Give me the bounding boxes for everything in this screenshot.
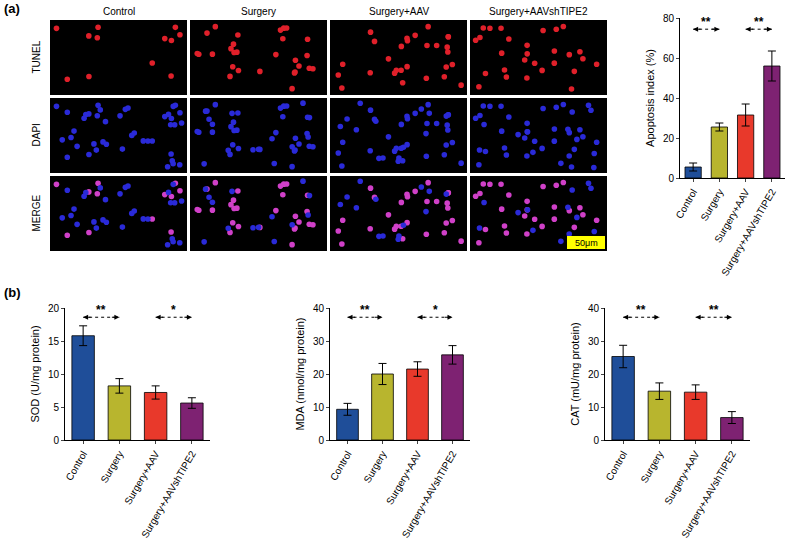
svg-text:Surgery+AAVshTIPE2: Surgery+AAVshTIPE2	[719, 187, 778, 278]
svg-text:20: 20	[588, 369, 600, 380]
svg-text:CAT (mU/mg protein): CAT (mU/mg protein)	[569, 322, 581, 426]
svg-text:0: 0	[318, 435, 324, 446]
svg-text:Surgery: Surgery	[98, 449, 125, 485]
svg-text:5: 5	[53, 402, 59, 413]
svg-text:**: **	[754, 15, 764, 29]
svg-text:*: *	[171, 303, 176, 317]
svg-text:20: 20	[313, 369, 325, 380]
svg-text:**: **	[701, 15, 711, 29]
svg-text:Surgery: Surgery	[638, 449, 665, 485]
svg-text:Surgery+AAV: Surgery+AAV	[384, 449, 424, 507]
svg-text:0: 0	[53, 435, 59, 446]
svg-text:Control: Control	[674, 187, 700, 220]
svg-text:10: 10	[588, 402, 600, 413]
svg-text:10: 10	[48, 369, 60, 380]
svg-text:80: 80	[663, 13, 675, 24]
svg-text:MERGE: MERGE	[31, 195, 42, 232]
svg-text:**: **	[360, 303, 370, 317]
svg-text:Surgery+AAV: Surgery+AAV	[122, 449, 162, 507]
svg-text:60: 60	[663, 53, 675, 64]
svg-text:**: **	[96, 303, 106, 317]
svg-text:Surgery: Surgery	[241, 6, 276, 17]
svg-text:(b): (b)	[4, 285, 21, 300]
svg-text:Surgery+AAVshTIPE2: Surgery+AAVshTIPE2	[139, 449, 198, 540]
svg-text:MDA (nmol/mg protein): MDA (nmol/mg protein)	[294, 317, 306, 430]
svg-text:Surgery+AAV: Surgery+AAV	[712, 187, 752, 245]
svg-text:TUNEL: TUNEL	[31, 40, 42, 73]
svg-text:Surgery: Surgery	[698, 187, 725, 223]
svg-text:20: 20	[48, 303, 60, 314]
svg-text:Control: Control	[64, 449, 90, 482]
svg-text:40: 40	[663, 93, 675, 104]
svg-text:Surgery+AAV: Surgery+AAV	[369, 6, 429, 17]
svg-text:Apoptosis index (%): Apoptosis index (%)	[644, 49, 656, 147]
svg-text:10: 10	[313, 402, 325, 413]
svg-text:20: 20	[663, 133, 675, 144]
svg-text:Surgery+AAVshTIPE2: Surgery+AAVshTIPE2	[679, 449, 738, 540]
svg-text:Surgery+AAVshTIPE2: Surgery+AAVshTIPE2	[400, 449, 459, 540]
svg-text:30: 30	[588, 336, 600, 347]
svg-text:Control: Control	[604, 449, 630, 482]
svg-text:SOD (U/mg protein): SOD (U/mg protein)	[29, 325, 41, 422]
svg-text:50μm: 50μm	[575, 238, 598, 248]
svg-text:Control: Control	[328, 449, 354, 482]
svg-text:*: *	[433, 303, 438, 317]
svg-text:Surgery: Surgery	[362, 449, 389, 485]
svg-text:40: 40	[588, 303, 600, 314]
svg-text:15: 15	[48, 336, 60, 347]
svg-text:DAPI: DAPI	[31, 123, 42, 146]
svg-text:(a): (a)	[4, 1, 20, 16]
svg-text:40: 40	[313, 303, 325, 314]
svg-text:0: 0	[593, 435, 599, 446]
svg-text:Control: Control	[103, 6, 135, 17]
svg-text:Surgery+AAV: Surgery+AAV	[662, 449, 702, 507]
svg-text:30: 30	[313, 336, 325, 347]
svg-text:**: **	[636, 303, 646, 317]
svg-text:Surgery+AAVshTIPE2: Surgery+AAVshTIPE2	[489, 6, 588, 17]
svg-text:**: **	[709, 303, 719, 317]
svg-text:0: 0	[668, 173, 674, 184]
